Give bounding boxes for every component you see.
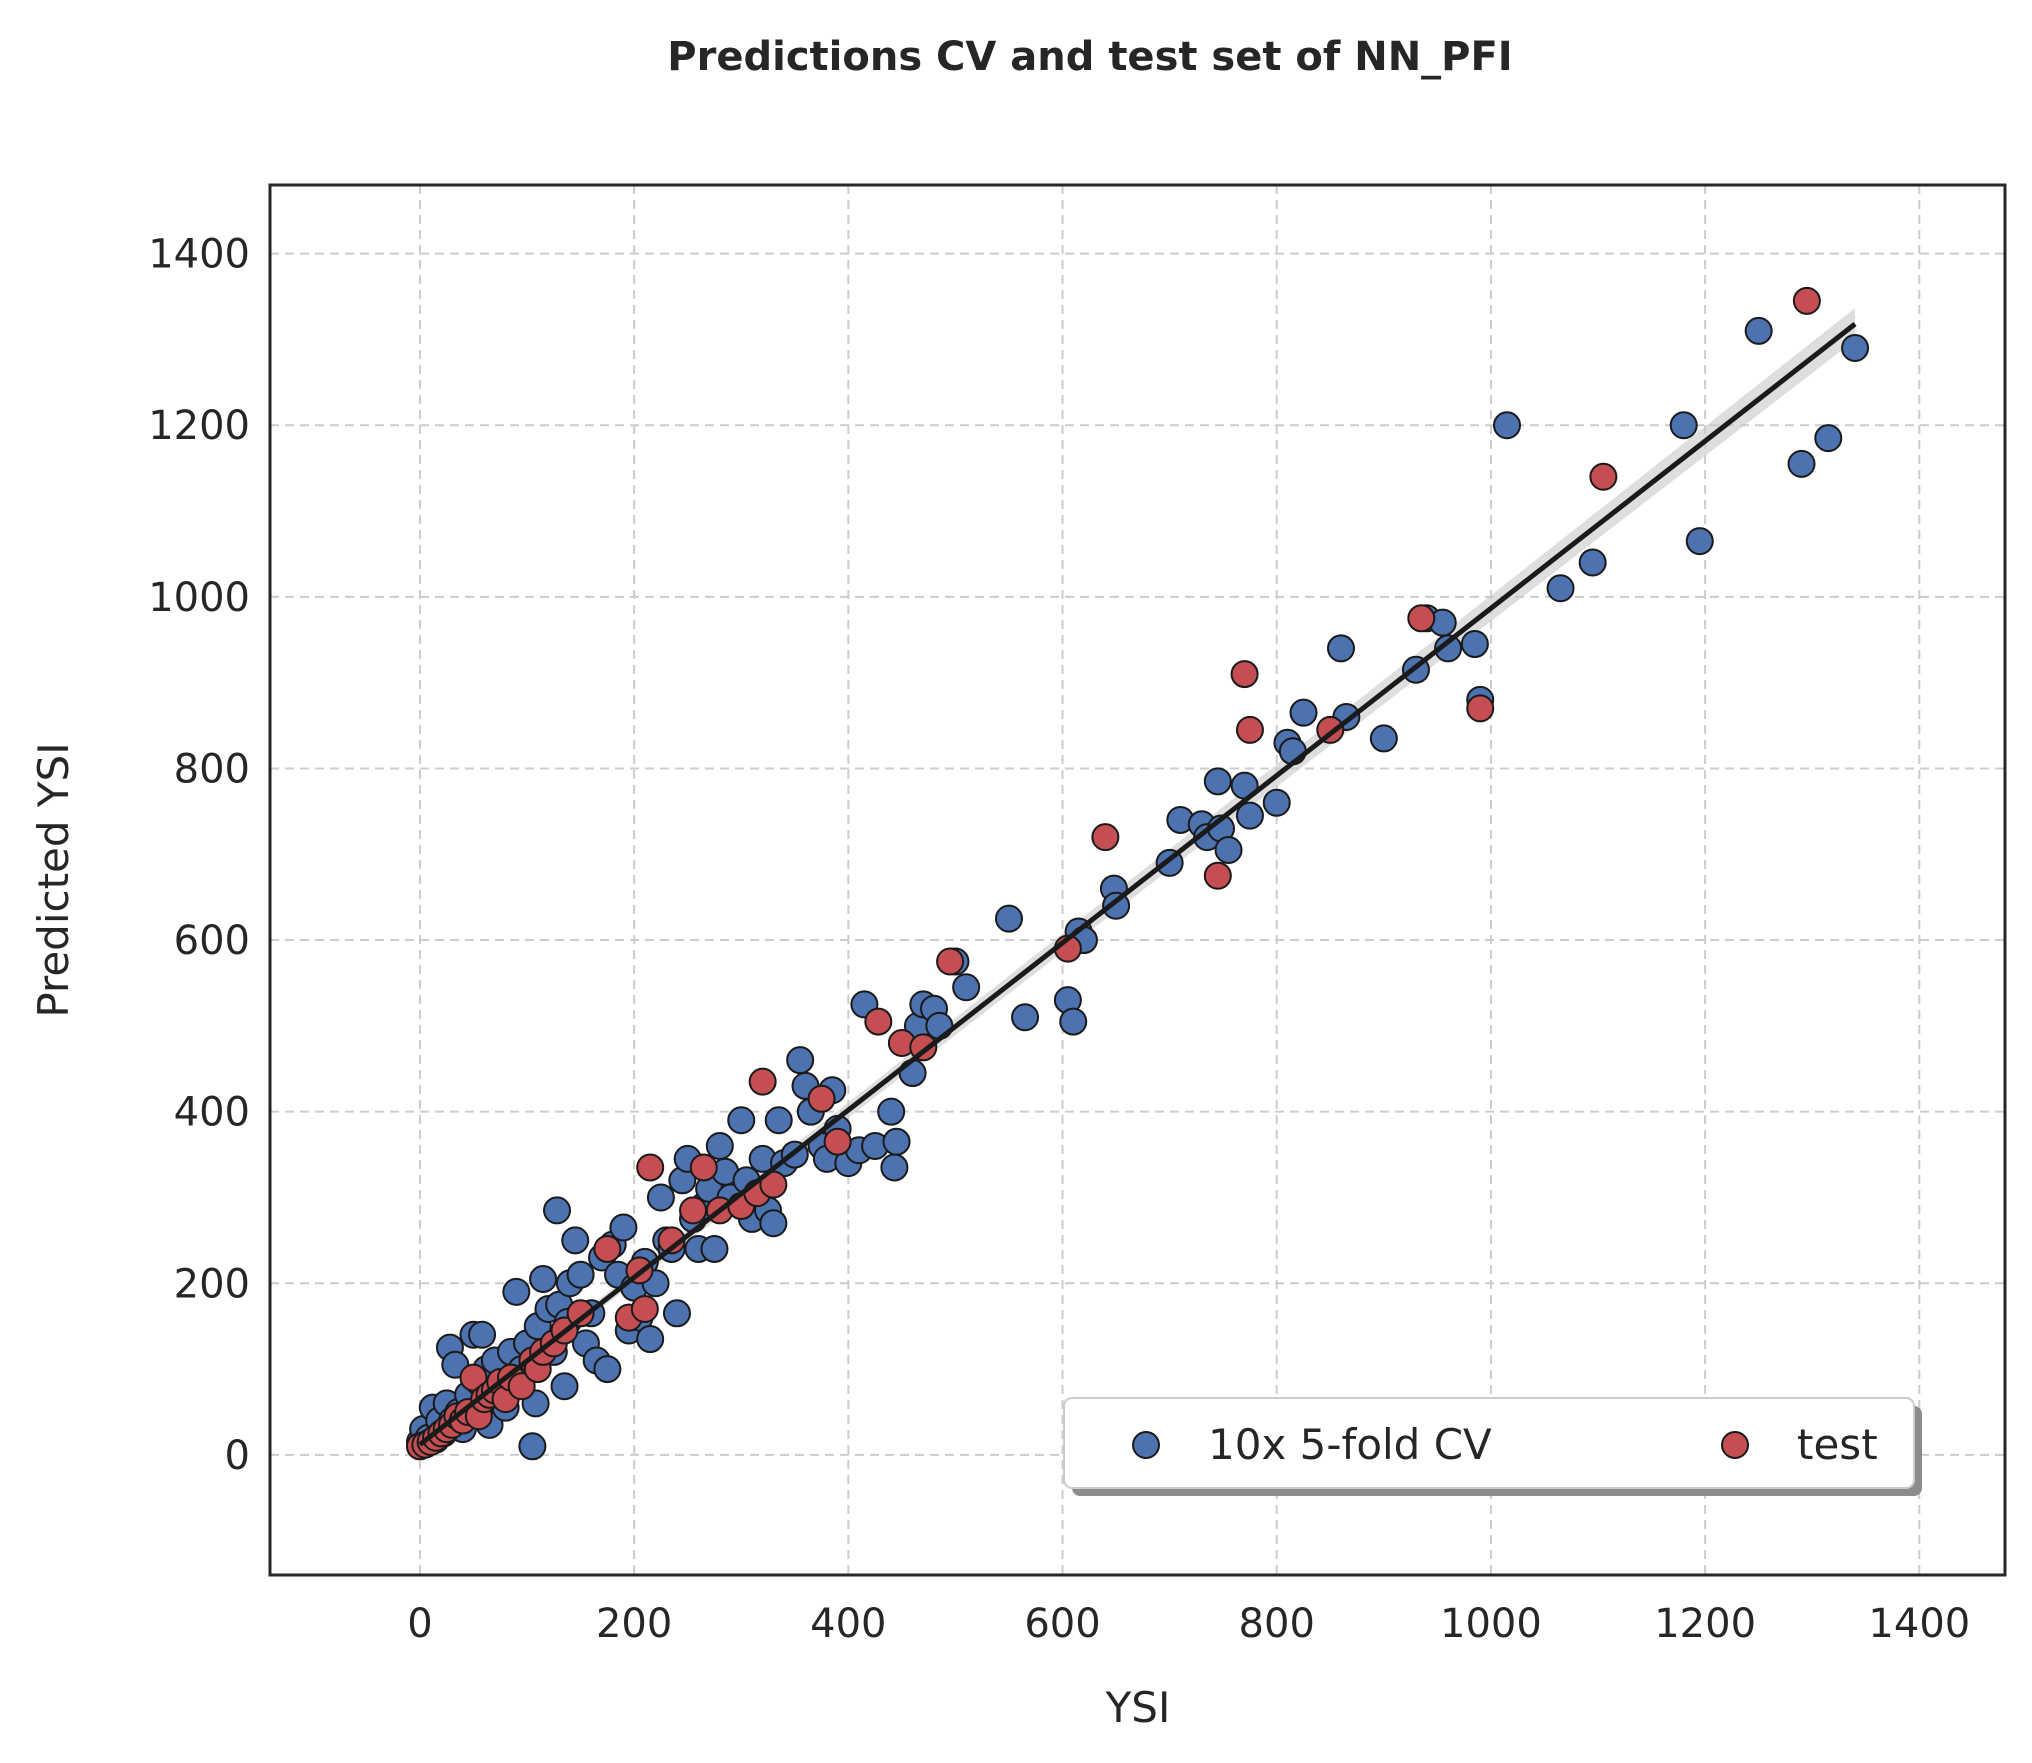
x-tick-label: 0 [407,1601,432,1647]
cv-point [566,1260,595,1289]
y-axis-ticks: 0 200 400 600 800 1000 1200 1400 [148,232,250,1479]
cv-point [1546,574,1575,603]
test-point [689,1153,718,1182]
cv-point [662,1299,691,1328]
legend: 10x 5-fold CV test [1063,1397,1922,1496]
cv-point [882,1127,911,1156]
cv-point [1326,634,1355,663]
cv-point [759,1209,788,1238]
y-tick-label: 800 [174,746,250,792]
test-point [1230,660,1259,689]
cv-point [646,1183,675,1212]
cv-point [502,1277,531,1306]
cv-point [1434,634,1463,663]
x-axis-ticks: 0 200 400 600 800 1000 1200 1400 [407,1601,1970,1647]
test-point [823,1127,852,1156]
cv-point [1262,788,1291,817]
cv-point [543,1196,572,1225]
x-tick-label: 1400 [1868,1601,1970,1647]
x-tick-label: 1200 [1654,1601,1756,1647]
cv-point [529,1264,558,1293]
cv-point [786,1046,815,1075]
test-point [936,947,965,976]
plot-frame [268,183,2007,1577]
cv-point [636,1325,665,1354]
cv-point [1460,630,1489,659]
cv-point [1214,835,1243,864]
x-tick-label: 800 [1239,1601,1315,1647]
test-point [679,1196,708,1225]
cv-point [1669,411,1698,440]
cv-point [727,1106,756,1135]
test-point [1407,604,1436,633]
cv-point [700,1234,729,1263]
cv-point [705,1131,734,1160]
chart-title: Predictions CV and test set of NN_PFI [667,34,1512,80]
cv-point [550,1372,579,1401]
cv-point [1578,548,1607,577]
test-point [1235,715,1264,744]
cv-point [518,1432,547,1461]
y-tick-label: 0 [225,1433,250,1479]
cv-point [880,1153,909,1182]
legend-marker-cv [1132,1431,1160,1459]
test-point [507,1372,536,1401]
test-point [630,1295,659,1324]
cv-point [468,1320,497,1349]
test-point [1589,462,1618,491]
test-point [864,1007,893,1036]
regression-line-layer [418,322,1857,1447]
cv-point [877,1097,906,1126]
y-axis-label: Predicted YSI [29,742,78,1017]
cv-point [1814,424,1843,453]
cv-point [1841,334,1870,363]
test-point [1792,286,1821,315]
y-tick-label: 1000 [148,575,250,621]
test-point [593,1234,622,1263]
test-point [636,1153,665,1182]
legend-marker-test [1721,1431,1749,1459]
cv-point [952,973,981,1002]
test-point [748,1067,777,1096]
y-tick-label: 1200 [148,403,250,449]
cv-point [1059,1007,1088,1036]
cv-point [764,1106,793,1135]
cv-point [1289,698,1318,727]
cv-point [593,1355,622,1384]
regression-line [418,322,1857,1447]
cv-point [1369,724,1398,753]
test-point [807,1084,836,1113]
x-tick-label: 600 [1024,1601,1100,1647]
test-point [566,1299,595,1328]
legend-label-test: test [1797,1420,1878,1469]
x-tick-label: 200 [596,1601,672,1647]
cv-point [1744,316,1773,345]
cv-point [1787,449,1816,478]
y-tick-label: 600 [174,918,250,964]
y-tick-label: 1400 [148,232,250,278]
test-point [1091,823,1120,852]
x-tick-label: 1000 [1440,1601,1542,1647]
x-axis-label: YSI [1105,1683,1171,1732]
test-point [1466,694,1495,723]
cv-point [609,1213,638,1242]
cv-point [561,1226,590,1255]
series-test [405,286,1821,1461]
cv-point [1685,527,1714,556]
test-point [1203,861,1232,890]
cv-point [1102,891,1131,920]
cv-point [1203,767,1232,796]
cv-point [1011,1003,1040,1032]
y-tick-label: 200 [174,1261,250,1307]
legend-label-cv: 10x 5-fold CV [1208,1420,1492,1469]
cv-point [1492,411,1521,440]
x-tick-label: 400 [810,1601,886,1647]
legend-box [1063,1397,1915,1489]
y-tick-label: 400 [174,1090,250,1136]
cv-point [1235,801,1264,830]
cv-point [994,904,1023,933]
